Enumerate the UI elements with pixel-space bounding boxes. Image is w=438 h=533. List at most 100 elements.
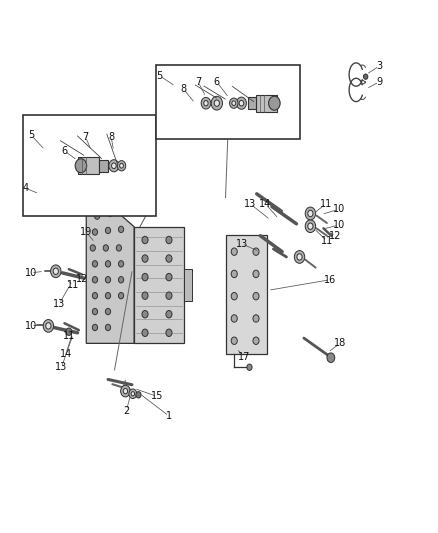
Text: 13: 13 [53,298,65,309]
Circle shape [231,337,237,344]
Bar [23,115,156,216]
Text: 12: 12 [329,231,342,241]
Circle shape [129,389,137,399]
Circle shape [92,324,98,330]
Text: 9: 9 [376,77,382,87]
Circle shape [109,160,119,172]
Text: 11: 11 [321,236,333,246]
Circle shape [142,273,148,281]
Circle shape [253,293,259,300]
Text: 19: 19 [80,227,92,237]
Circle shape [364,74,368,79]
Circle shape [142,311,148,318]
Text: 3: 3 [376,61,382,71]
Circle shape [166,329,172,336]
Circle shape [106,324,111,330]
Circle shape [103,245,109,251]
Text: 11: 11 [319,199,332,209]
Circle shape [253,315,259,322]
Circle shape [201,98,211,109]
Circle shape [211,96,223,110]
Circle shape [253,337,259,344]
Circle shape [116,245,121,251]
Text: 8: 8 [180,84,187,94]
Text: 13: 13 [55,362,67,372]
Text: 5: 5 [28,130,34,140]
Text: 15: 15 [151,391,163,401]
Text: 5: 5 [156,70,162,80]
Circle shape [231,293,237,300]
Circle shape [106,261,111,267]
Circle shape [204,101,208,106]
Bar [247,97,256,109]
Circle shape [268,96,280,110]
Circle shape [308,211,313,216]
Polygon shape [86,200,134,343]
Circle shape [92,261,98,267]
Circle shape [118,261,124,267]
Text: 11: 11 [67,280,79,290]
Text: 17: 17 [238,352,251,361]
Text: 18: 18 [334,338,346,349]
Text: 1: 1 [166,411,172,421]
Text: 2: 2 [123,406,129,416]
Circle shape [106,227,111,233]
Circle shape [327,353,335,362]
Bar [256,95,277,111]
Circle shape [294,251,305,263]
Circle shape [95,213,100,219]
Circle shape [118,277,124,283]
Text: 8: 8 [108,132,114,142]
Circle shape [106,309,111,315]
Circle shape [308,223,313,229]
Text: 7: 7 [195,77,201,87]
Circle shape [46,322,51,329]
Text: 10: 10 [25,268,37,278]
Circle shape [230,98,238,108]
Circle shape [118,293,124,299]
Circle shape [297,254,302,260]
Circle shape [123,389,127,394]
Circle shape [166,236,172,244]
Circle shape [232,101,236,106]
Text: 10: 10 [332,204,345,214]
Circle shape [106,277,111,283]
Circle shape [92,229,98,235]
Circle shape [142,292,148,300]
Bar [184,269,192,301]
Circle shape [92,309,98,315]
Bar [156,65,300,139]
Bar [226,235,267,354]
Circle shape [131,392,134,396]
Circle shape [237,97,247,109]
Text: 6: 6 [61,146,67,156]
Text: 14: 14 [60,349,72,359]
Text: 7: 7 [82,132,88,142]
Circle shape [166,311,172,318]
Text: 14: 14 [259,199,272,209]
Circle shape [231,315,237,322]
Text: 4: 4 [22,183,28,193]
Circle shape [142,255,148,262]
Circle shape [120,164,124,168]
Text: 12: 12 [76,274,88,284]
Circle shape [106,293,111,299]
Circle shape [112,163,116,168]
Circle shape [305,220,316,232]
Circle shape [142,236,148,244]
Circle shape [108,211,113,216]
Circle shape [253,248,259,255]
Circle shape [92,277,98,283]
Circle shape [305,207,316,220]
Circle shape [214,100,219,107]
Circle shape [142,329,148,336]
Circle shape [120,385,130,397]
Bar [78,157,99,174]
Circle shape [90,245,95,251]
Circle shape [75,159,87,173]
Text: 6: 6 [214,77,220,87]
Circle shape [239,100,244,106]
Text: 13: 13 [244,199,257,209]
Circle shape [231,270,237,278]
Circle shape [247,364,252,370]
